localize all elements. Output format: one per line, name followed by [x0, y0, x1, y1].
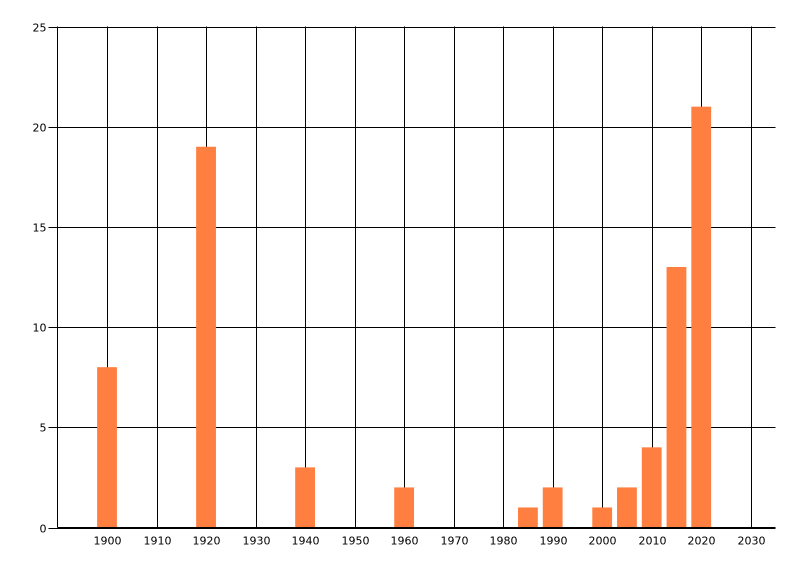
bar-2000 [592, 507, 613, 528]
x-tick-label: 1960 [391, 535, 419, 548]
bar-1985 [518, 507, 538, 528]
bar-1920 [196, 146, 216, 528]
x-tick-labels: 1900 1910 1920 1930 1940 1950 1960 1970 1980 1990… [94, 535, 766, 548]
bar-2005 [617, 487, 637, 528]
bar-1900 [97, 367, 117, 528]
y-tick-label: 20 [33, 122, 47, 135]
bar-1990 [542, 487, 563, 528]
x-tick-label: 2020 [688, 535, 716, 548]
y-tick-label: 0 [40, 523, 47, 536]
bar-2020 [691, 106, 712, 528]
x-tick-label: 1920 [193, 535, 221, 548]
x-tick-label: 2030 [738, 535, 766, 548]
x-tick-label: 2000 [589, 535, 617, 548]
bar-2015 [666, 266, 687, 528]
x-tick-label: 1930 [243, 535, 271, 548]
x-tick-label: 1950 [342, 535, 370, 548]
x-tick-label: 1940 [292, 535, 320, 548]
bar-1940 [295, 467, 315, 528]
x-tick-label: 1980 [490, 535, 518, 548]
bars [97, 106, 712, 528]
bar-1960 [394, 487, 415, 528]
x-tick-label: 2010 [639, 535, 667, 548]
x-tick-label: 1970 [441, 535, 469, 548]
y-tick-label: 25 [33, 22, 47, 35]
y-tick-labels: 0 5 10 15 20 25 [33, 22, 47, 536]
y-tick-label: 5 [40, 422, 47, 435]
axes [48, 27, 776, 529]
x-tick-label: 1990 [540, 535, 568, 548]
y-tick-label: 15 [33, 222, 47, 235]
bar-2010 [641, 447, 662, 528]
y-tick-label: 10 [33, 322, 47, 335]
x-tick-label: 1900 [94, 535, 122, 548]
x-tick-label: 1910 [144, 535, 172, 548]
